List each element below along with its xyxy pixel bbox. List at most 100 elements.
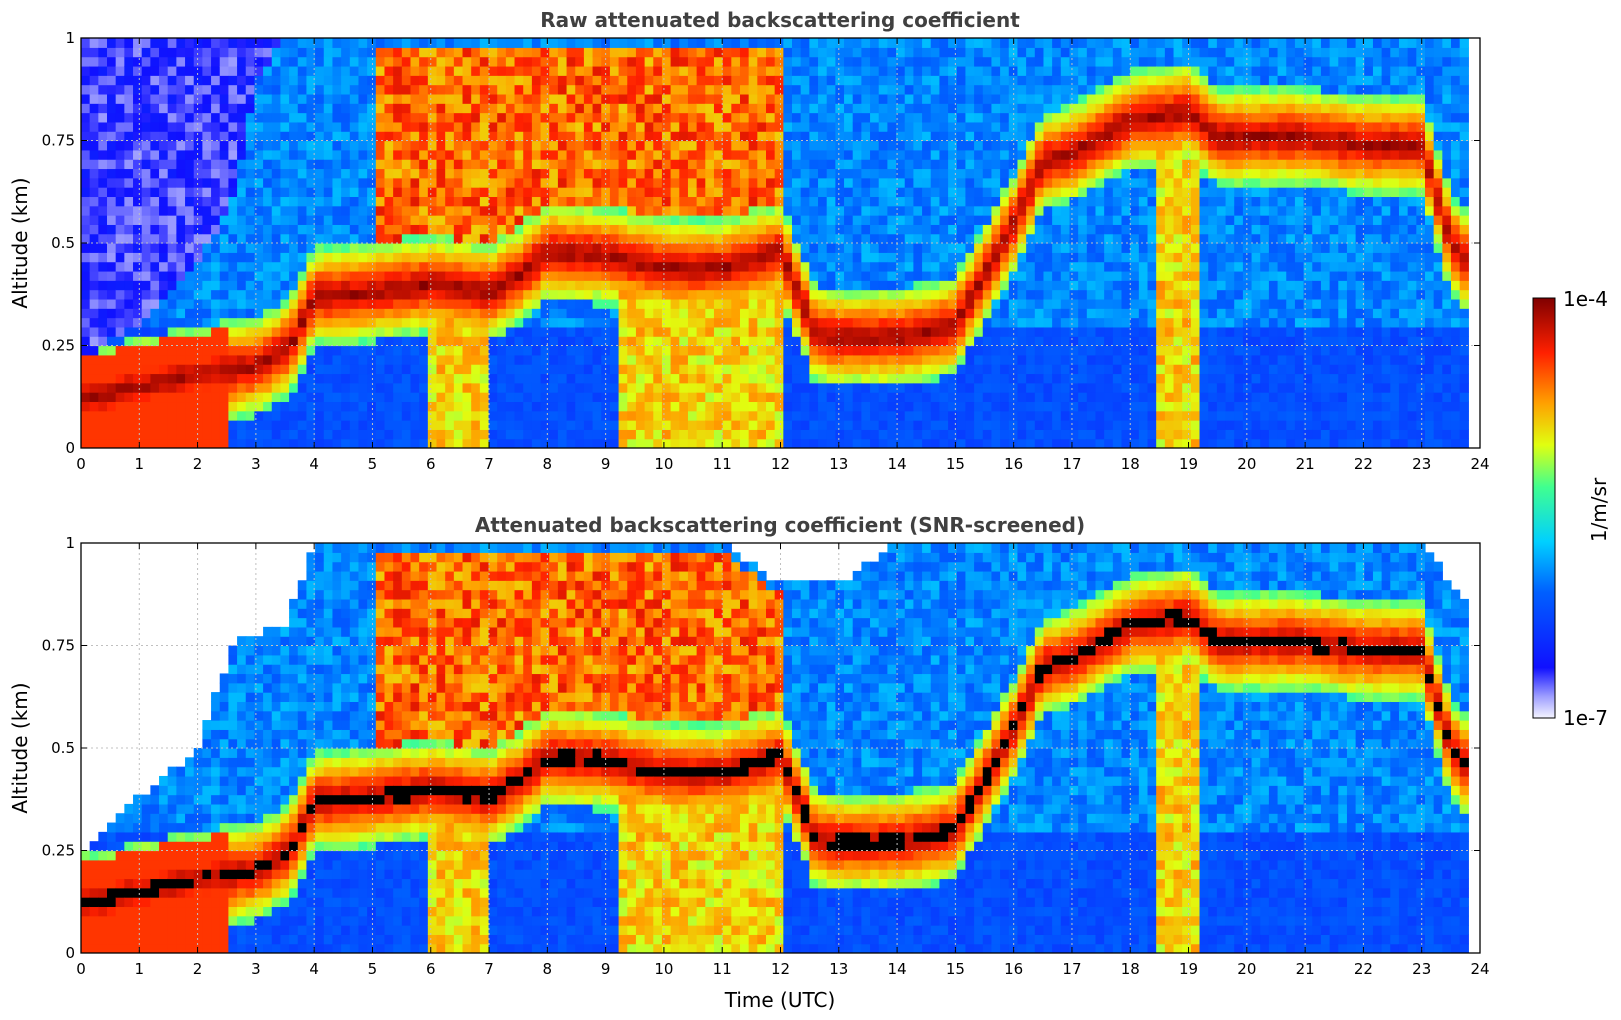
heatmap-cell (410, 168, 420, 179)
heatmap-cell (679, 429, 689, 440)
heatmap-cell (133, 382, 143, 393)
heatmap-cell (644, 429, 654, 440)
heatmap-cell (367, 345, 377, 356)
heatmap-cell (107, 187, 117, 198)
heatmap-cell (514, 438, 524, 448)
heatmap-cell (679, 373, 689, 384)
heatmap-cell (1000, 56, 1010, 67)
heatmap-cell (419, 373, 429, 384)
heatmap-cell (202, 298, 212, 309)
heatmap-cell (818, 121, 828, 132)
heatmap-cell (427, 84, 438, 95)
heatmap-cell (133, 280, 143, 291)
heatmap-cell (280, 317, 290, 328)
heatmap-cell (271, 270, 282, 281)
heatmap-cell (280, 168, 290, 179)
heatmap-cell (1052, 168, 1062, 179)
heatmap-cell (870, 196, 880, 207)
heatmap-cell (852, 252, 862, 263)
heatmap-cell (89, 159, 99, 170)
heatmap-cell (245, 140, 256, 151)
heatmap-cell (263, 47, 273, 58)
heatmap-cell (939, 420, 949, 430)
heatmap-cell (393, 336, 403, 347)
heatmap-cell (1026, 261, 1036, 272)
heatmap-cell (713, 336, 724, 347)
heatmap-cell (583, 121, 594, 132)
heatmap-cell (323, 308, 334, 319)
heatmap-cell (653, 410, 663, 421)
heatmap-cell (1026, 112, 1036, 123)
heatmap-cell (1043, 392, 1053, 403)
heatmap-cell (332, 38, 342, 48)
heatmap-cell (375, 224, 386, 235)
heatmap-cell (852, 243, 862, 253)
heatmap-cell (462, 364, 472, 375)
heatmap-cell (930, 215, 941, 225)
heatmap-cell (124, 317, 134, 328)
heatmap-cell (401, 84, 412, 95)
heatmap-cell (115, 373, 125, 384)
heatmap-cell (922, 345, 932, 356)
heatmap-cell (774, 121, 784, 132)
heatmap-cell (497, 187, 507, 198)
heatmap-cell (453, 121, 464, 132)
heatmap-cell (974, 159, 984, 170)
heatmap-cell (592, 270, 602, 281)
heatmap-cell (731, 280, 741, 291)
heatmap-cell (601, 177, 611, 188)
heatmap-cell (592, 429, 602, 440)
heatmap-cell (107, 121, 117, 132)
heatmap-cell (124, 187, 134, 198)
heatmap-cell (254, 56, 264, 67)
heatmap-cell (627, 131, 637, 142)
heatmap-cell (505, 121, 516, 132)
heatmap-cell (974, 280, 984, 291)
heatmap-cell (679, 354, 689, 365)
heatmap-cell (583, 261, 594, 272)
heatmap-cell (358, 336, 368, 347)
heatmap-cell (219, 252, 229, 263)
heatmap-cell (852, 121, 862, 132)
heatmap-cell (98, 429, 108, 440)
heatmap-cell (1017, 131, 1027, 142)
heatmap-cell (566, 168, 576, 179)
heatmap-cell (1000, 177, 1010, 188)
heatmap-cell (436, 187, 446, 198)
heatmap-cell (289, 215, 299, 225)
heatmap-cell (245, 420, 256, 430)
heatmap-cell (176, 168, 186, 179)
heatmap-cell (124, 215, 134, 225)
heatmap-cell (653, 196, 663, 207)
heatmap-cell (341, 215, 351, 225)
heatmap-cell (783, 131, 793, 142)
heatmap-cell (870, 121, 880, 132)
heatmap-cell (670, 373, 680, 384)
heatmap-cell (1026, 270, 1036, 281)
heatmap-cell (948, 252, 958, 263)
heatmap-cell (1026, 298, 1036, 309)
heatmap-cell (826, 317, 836, 328)
heatmap-cell (202, 401, 212, 412)
heatmap-cell (271, 215, 282, 225)
heatmap-cell (497, 392, 507, 403)
heatmap-cell (1000, 354, 1010, 365)
heatmap-cell (800, 233, 810, 244)
heatmap-cell (592, 373, 602, 384)
heatmap-cell (479, 354, 490, 365)
heatmap-cell (583, 345, 594, 356)
heatmap-cell (956, 364, 967, 375)
heatmap-cell (800, 196, 810, 207)
heatmap-cell (878, 159, 888, 170)
heatmap-cell (601, 215, 611, 225)
heatmap-cell (254, 308, 264, 319)
heatmap-cell (306, 382, 316, 393)
heatmap-cell (583, 187, 594, 198)
heatmap-cell (124, 270, 134, 281)
heatmap-cell (670, 280, 680, 291)
heatmap-cell (228, 373, 238, 384)
heatmap-cell (783, 168, 793, 179)
heatmap-cell (557, 261, 568, 272)
heatmap-cell (514, 187, 524, 198)
heatmap-cell (818, 280, 828, 291)
